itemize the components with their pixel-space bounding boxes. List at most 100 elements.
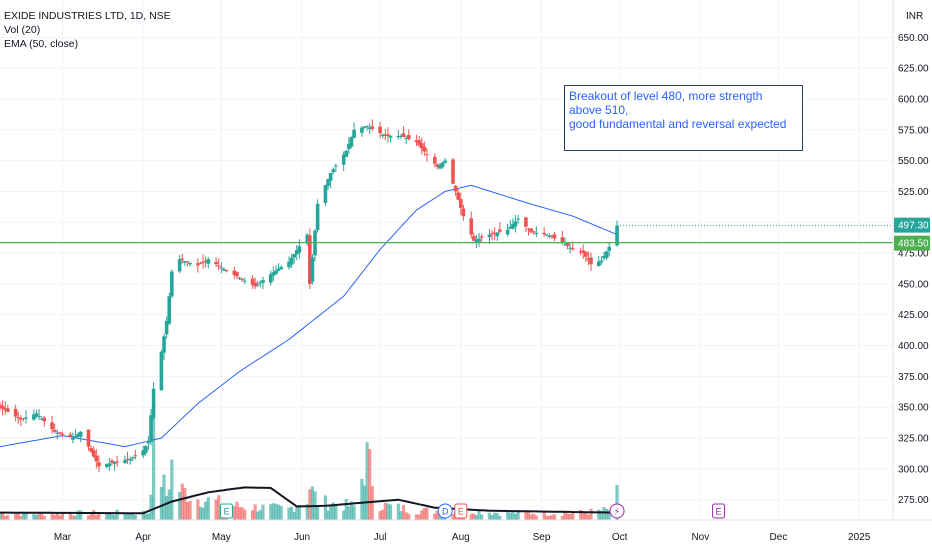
annotation-text-box[interactable]: Breakout of level 480, more strength abo… [564,85,803,151]
candle-body [425,154,429,156]
volume-bar [0,513,2,520]
candle-body [383,134,388,136]
volume-bar [235,501,239,520]
volume-bar [53,514,57,520]
y-tick-label: 475.00 [898,249,929,260]
volume-bar [506,511,510,520]
candle-body [279,267,283,270]
x-tick-label: Jul [374,532,387,543]
volume-bar [498,515,502,520]
last-price-tag [894,217,930,233]
candle-body [602,255,606,259]
candle-body [498,229,502,232]
candle-body [526,228,531,230]
volume-bar [133,514,137,520]
volume-bar [185,501,190,520]
volume-bar [206,497,210,520]
candle-body [315,203,320,231]
candle-body [0,405,5,409]
volume-bar [123,513,127,520]
volume-bar [180,483,184,520]
volume-bar [125,514,130,520]
candle-body [141,450,145,456]
candle-body [349,136,354,147]
volume-bar [141,510,145,520]
volume-bar [435,510,439,520]
event-badge-letter: ⚡ [614,507,620,517]
candle-body [216,265,221,267]
volume-bar [401,505,406,520]
candle-body [331,169,336,173]
y-tick-label: 525.00 [898,187,929,198]
candle-body [258,282,263,284]
volume-bar [92,510,96,520]
candle-body [294,250,299,255]
volume-bar [159,487,164,520]
candle-body [274,270,278,275]
candle-body [544,234,549,236]
candle-body [370,126,375,129]
volume-bar [599,510,604,520]
dividend-event-badge[interactable] [437,503,453,519]
volume-bar [571,512,575,520]
symbol-title[interactable]: EXIDE INDUSTRIES LTD, 1D, NSE [4,10,171,22]
candle-body [201,261,205,263]
volume-bar [214,499,218,520]
x-tick-label: Oct [612,532,628,543]
candle-body [206,259,211,264]
candle-body [401,133,406,137]
volume-bar [323,495,328,520]
candle-body [516,218,520,220]
event-badge-letter: E [716,507,722,517]
volume-bar [513,513,518,520]
currency-label: INR [906,11,923,22]
earnings-event-badge[interactable] [454,503,468,519]
candle-body [604,251,609,259]
volume-bar [383,502,387,520]
candle-body [597,261,601,267]
candle-body [360,127,364,133]
candle-body [570,248,575,250]
candle-body [89,448,93,452]
volume-bar [568,513,572,520]
volume-bar [287,507,291,520]
volume-bar [352,505,356,520]
volume-bar [269,504,273,520]
earnings-event-badge[interactable] [220,503,234,519]
time-axis[interactable] [0,520,932,550]
volume-bar [474,515,479,520]
candle-body [344,150,349,157]
volume-indicator-label[interactable]: Vol (20) [4,24,41,36]
price-axis[interactable] [893,0,932,550]
candle-body [472,236,476,241]
volume-bar [542,510,546,520]
candle-body [469,218,474,235]
earnings-event-badge[interactable] [712,503,726,519]
candle-body [578,251,583,253]
volume-bar [386,503,390,520]
candle-body [146,441,151,444]
ema-indicator-label[interactable]: EMA (50, close) [4,38,79,50]
candle-body [492,232,497,234]
candle-body [50,422,54,430]
candle-body [362,126,367,128]
candle-body [305,234,310,244]
volume-bar [534,515,538,520]
volume-bar [34,514,39,520]
candle-body [396,135,401,138]
candle-body [386,134,390,136]
volume-bar [581,512,585,520]
candle-body [203,260,208,262]
candle-body [162,336,166,353]
candle-body [474,239,479,244]
candle-body [159,351,164,391]
split-event-badge[interactable] [609,503,625,519]
candle-body [188,262,192,265]
volume-ma-line [0,486,618,515]
candle-body [328,172,333,181]
candle-body [490,233,494,235]
volume-bar [552,514,557,520]
candle-body [183,261,187,263]
candle-body [524,217,528,227]
